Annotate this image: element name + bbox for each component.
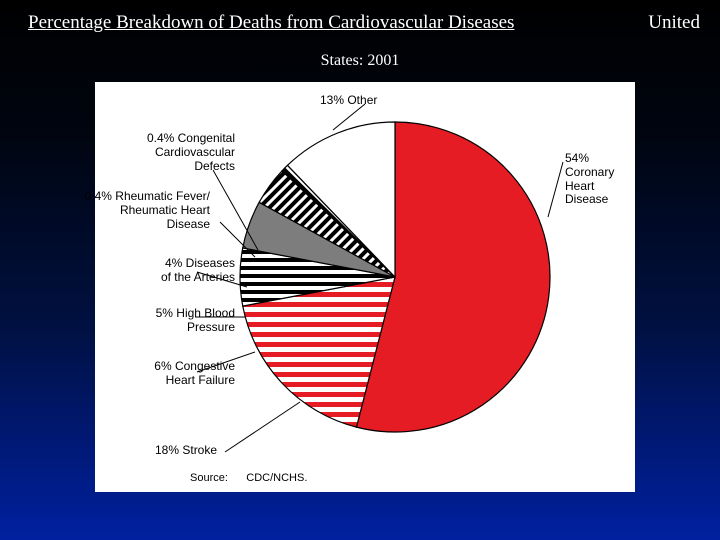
leader-line [225, 402, 300, 452]
source-label: Source: [190, 472, 228, 484]
source-value: CDC/NCHS. [246, 472, 307, 484]
chart-label: 54% CoronaryHeart Disease [565, 152, 635, 207]
chart-label: 4% Diseasesof the Arteries [100, 257, 235, 285]
chart-label: 5% High BloodPressure [100, 307, 235, 335]
chart-label: 13% Other [320, 94, 377, 108]
chart-label: 6% CongestiveHeart Failure [100, 360, 235, 388]
chart-label: 0.4% CongenitalCardiovascularDefects [100, 132, 235, 173]
leader-line [548, 162, 563, 217]
title-continuation: United [648, 12, 700, 34]
page-title: Percentage Breakdown of Deaths from Card… [28, 12, 514, 34]
chart-panel: 54% CoronaryHeart Disease 18% Stroke 6% Co… [95, 82, 635, 492]
subtitle: States: 2001 [0, 52, 720, 70]
source-line: Source: CDC/NCHS. [190, 472, 307, 484]
chart-label: 18% Stroke [155, 444, 217, 458]
chart-label: 0.4% Rheumatic Fever/Rheumatic HeartDise… [75, 190, 210, 231]
